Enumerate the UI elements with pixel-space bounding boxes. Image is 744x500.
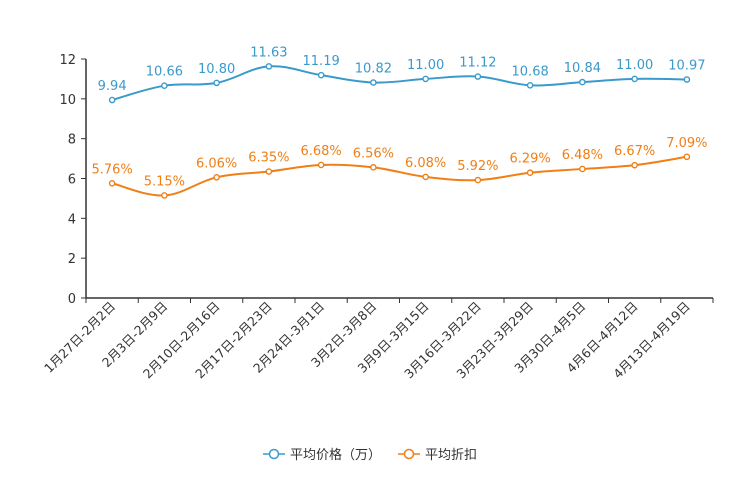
data-point — [317, 71, 325, 79]
data-label: 6.68% — [300, 144, 341, 159]
data-point — [370, 164, 377, 171]
data-point — [108, 96, 116, 104]
data-label: 6.67% — [614, 144, 655, 159]
data-point — [370, 79, 377, 86]
data-label: 10.84 — [564, 61, 601, 76]
legend-label: 平均折扣 — [425, 448, 477, 463]
data-point — [526, 169, 534, 177]
data-point — [579, 165, 586, 173]
legend-item-2: 平均折扣 — [398, 448, 477, 463]
data-label: 6.08% — [405, 156, 446, 171]
data-label: 6.06% — [196, 156, 237, 171]
data-label: 10.68 — [512, 64, 549, 79]
data-label: 5.92% — [457, 159, 498, 174]
data-point — [579, 78, 586, 86]
data-label: 9.94 — [98, 79, 127, 94]
data-label: 6.56% — [353, 146, 394, 161]
data-label: 7.09% — [666, 136, 707, 151]
data-point — [108, 179, 116, 187]
data-label: 10.80 — [198, 62, 235, 77]
data-label: 11.19 — [303, 54, 340, 69]
series-line — [111, 155, 688, 197]
data-point — [422, 75, 429, 83]
data-point — [631, 75, 638, 83]
data-point — [422, 173, 429, 181]
data-point — [474, 73, 482, 80]
legend-label: 平均价格（万） — [290, 447, 381, 463]
data-point — [317, 161, 325, 169]
y-tick-label: 8 — [68, 133, 76, 148]
data-point — [683, 76, 691, 83]
legend-marker — [403, 448, 415, 460]
y-tick-label: 4 — [68, 212, 76, 227]
data-point — [213, 79, 220, 87]
data-label: 6.48% — [562, 148, 603, 163]
data-label: 5.76% — [91, 162, 132, 177]
series-line — [111, 65, 687, 101]
series-1: 9.94 10.66 10.80 11.63 11.19 10.82 11.00 11.12 1… — [98, 45, 705, 104]
data-point — [265, 168, 273, 175]
data-label: 10.66 — [146, 65, 183, 80]
data-label: 11.63 — [250, 45, 287, 60]
data-label: 11.00 — [616, 58, 653, 73]
data-label: 6.29% — [509, 152, 550, 167]
series-2: 5.76% 5.15% 6.06% 6.35% 6.68% 6.56% 6.08% 5.92%… — [91, 136, 708, 199]
data-point — [161, 192, 168, 199]
y-tick-label: 6 — [68, 173, 76, 188]
y-tick-label: 0 — [68, 292, 76, 307]
y-tick-label: 12 — [59, 53, 76, 68]
data-point — [683, 153, 691, 161]
data-point — [474, 176, 482, 184]
data-label: 10.82 — [355, 62, 392, 77]
data-label: 10.97 — [668, 59, 705, 74]
data-point — [213, 174, 220, 181]
y-tick-label: 10 — [59, 93, 76, 108]
data-label: 11.12 — [459, 56, 496, 71]
y-tick-label: 2 — [68, 252, 76, 267]
data-label: 11.00 — [407, 58, 444, 73]
data-label: 5.15% — [144, 174, 185, 189]
data-label: 6.35% — [248, 151, 289, 166]
legend-marker — [268, 448, 280, 460]
legend-item-1: 平均价格（万） — [263, 447, 381, 463]
data-point — [265, 63, 273, 70]
legend: 平均价格（万） 平均折扣 — [263, 447, 477, 463]
data-point — [161, 82, 168, 89]
data-point — [526, 81, 534, 89]
data-point — [631, 161, 638, 169]
